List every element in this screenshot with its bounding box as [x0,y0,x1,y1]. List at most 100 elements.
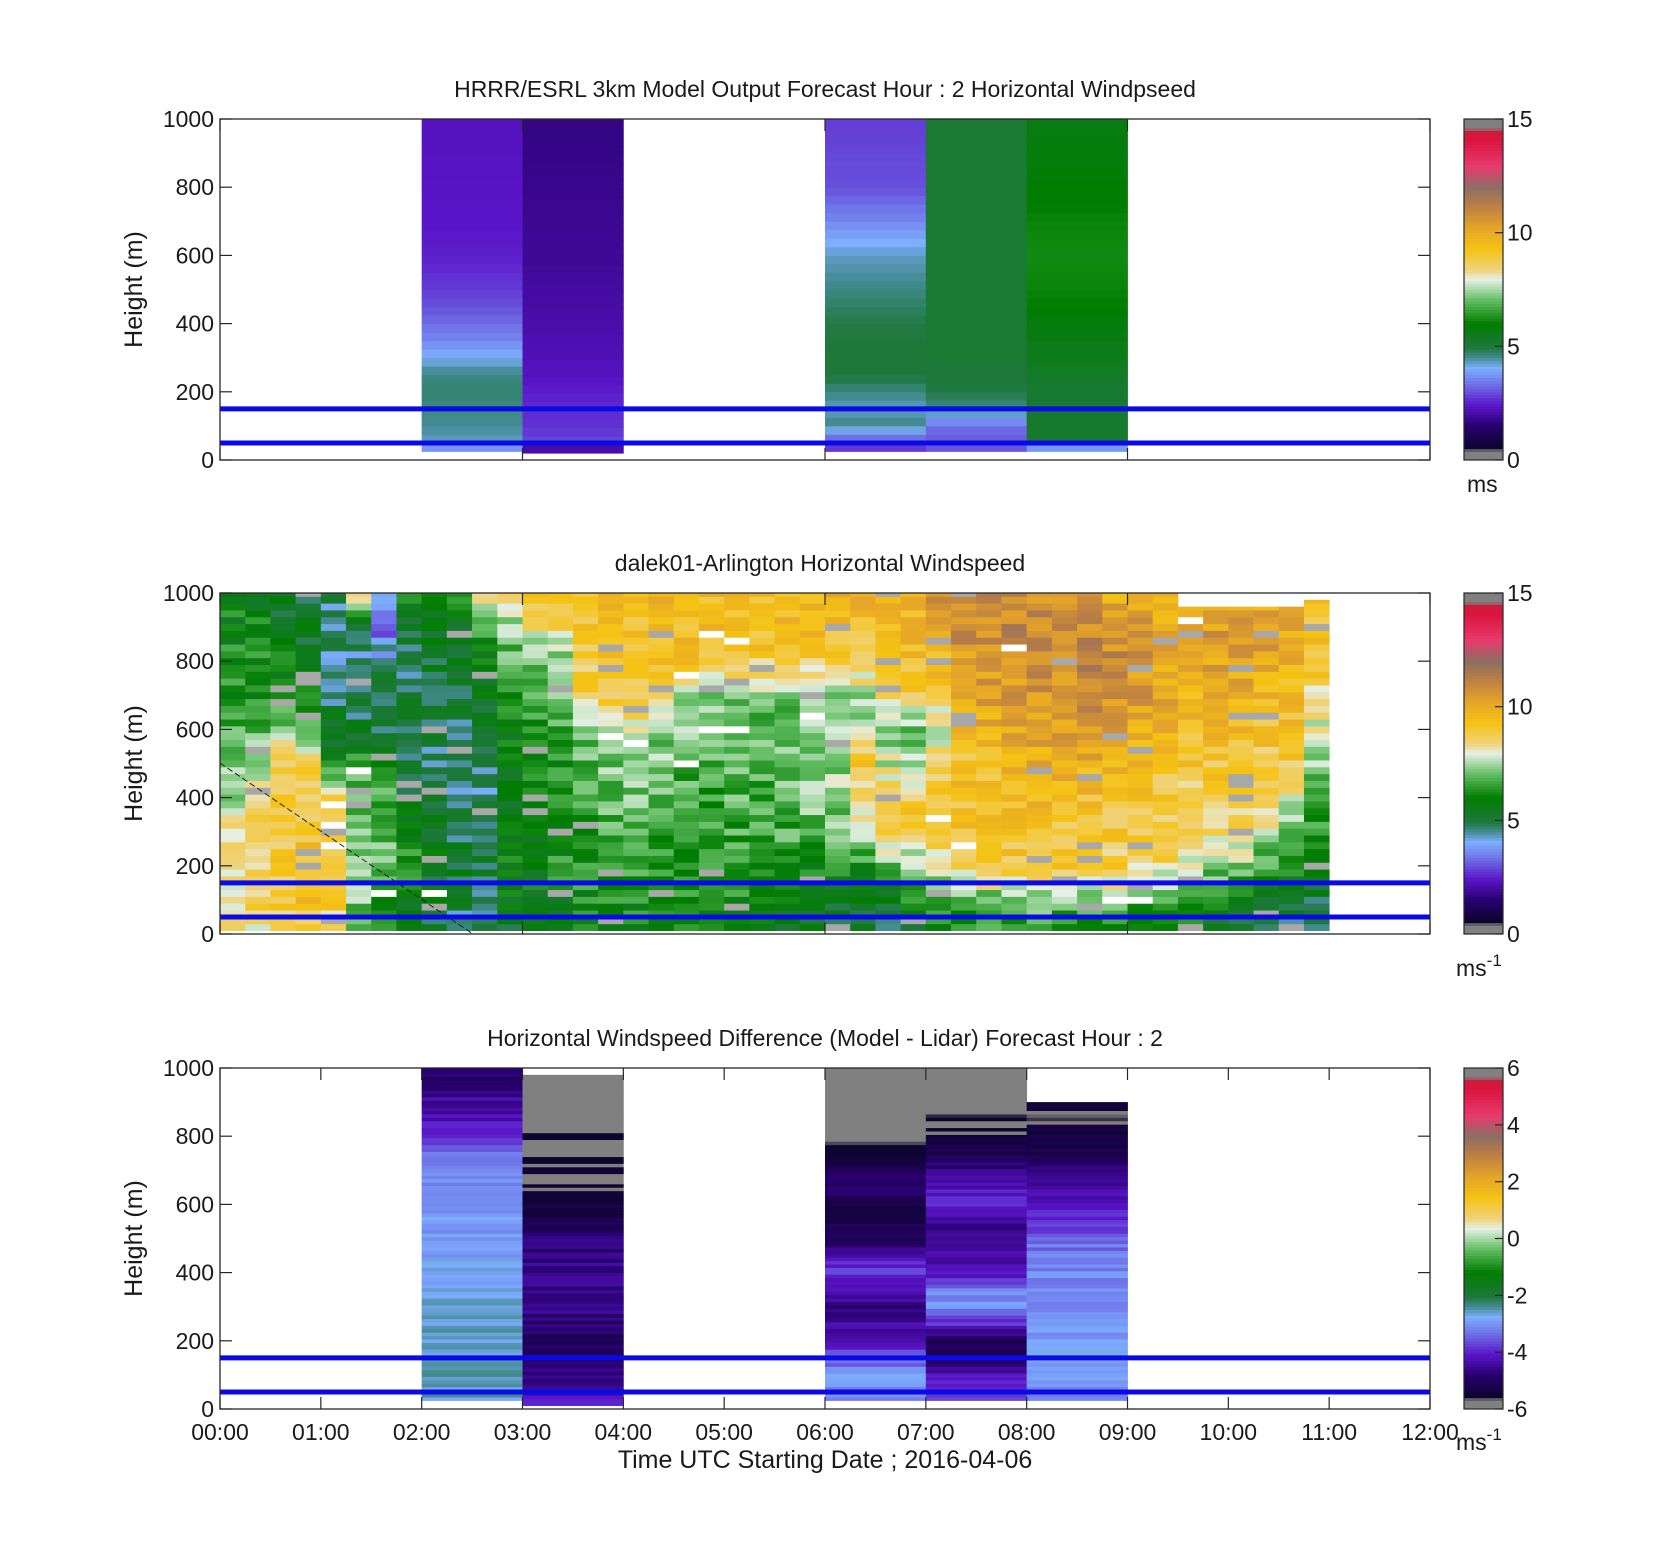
heatmap-cell [623,760,649,768]
heatmap-cell [1177,801,1204,809]
heatmap-cell [1203,855,1229,863]
colorbar-segment [1464,1087,1503,1092]
heatmap-cell [1026,1362,1128,1367]
heatmap-cell [320,910,347,918]
colorbar-tick-label: 4 [1507,1112,1520,1138]
colorbar-segment [1464,1210,1503,1214]
heatmap-cell [1102,698,1128,706]
heatmap-cell [497,794,523,802]
heatmap-cell [1253,916,1280,925]
heatmap-cell [497,821,523,829]
heatmap-cell [421,1182,523,1187]
heatmap-cell [850,807,876,816]
heatmap-cell [825,136,927,145]
heatmap-cell [220,835,246,843]
colorbar-segment [1464,610,1503,614]
heatmap-cell [925,272,1028,282]
heatmap-cell [825,910,851,918]
heatmap-cell [497,630,523,638]
heatmap-cell [673,698,700,706]
heatmap-cell [522,691,549,700]
heatmap-cell [320,828,347,836]
colorbar-segment [1464,244,1503,248]
heatmap-cell [1026,391,1128,401]
heatmap-cell [1051,835,1078,843]
heatmap-cell [472,685,498,693]
colorbar-segment [1464,1156,1503,1160]
colorbar-segment [1464,769,1503,773]
heatmap-cell [1051,637,1078,645]
heatmap-cell [1026,705,1053,713]
heatmap-cell [522,1170,624,1175]
heatmap-cell [522,1286,624,1291]
colorbar-segment [1464,857,1503,861]
heatmap-cell [925,794,952,802]
heatmap-cell [295,801,322,809]
heatmap-cell [1303,616,1330,625]
heatmap-cell [799,603,826,611]
heatmap-cell [925,801,952,809]
heatmap-cell [673,916,700,925]
heatmap-cell [270,923,297,931]
heatmap-cell [875,821,902,829]
heatmap-cell [925,1158,1028,1163]
heatmap-cell [925,1298,1028,1302]
heatmap-cell [522,698,549,706]
colorbar-segment [1464,1377,1503,1382]
heatmap-cell [547,841,574,850]
heatmap-cell [220,739,246,747]
heatmap-cell [698,869,725,877]
heatmap-cell [799,889,826,897]
heatmap-cell [1026,657,1053,666]
heatmap-cell [1102,923,1128,931]
heatmap-cell [572,678,599,686]
heatmap-cell [522,603,549,611]
heatmap-cell [1051,773,1078,781]
heatmap-cell [698,630,725,638]
heatmap-cell [446,916,473,925]
heatmap-cell [472,821,498,829]
heatmap-cell [1203,896,1229,904]
heatmap-cell [572,876,599,884]
heatmap-cell [270,637,297,645]
heatmap-cell [472,705,498,713]
heatmap-cell [421,1233,523,1238]
heatmap-cell [1026,417,1128,427]
y-tick-label: 0 [201,1396,214,1422]
heatmap-cell [951,671,977,679]
colorbar-segment [1464,263,1503,268]
heatmap-cell [799,896,826,904]
heatmap-cell [825,1086,927,1091]
heatmap-cell [1001,739,1028,747]
heatmap-cell [522,427,624,437]
heatmap-cell [900,725,927,734]
heatmap-cell [825,144,927,154]
heatmap-cell [1026,794,1053,802]
heatmap-cell [1278,923,1305,931]
heatmap-cell [1303,630,1330,638]
heatmap-cell [1127,678,1154,686]
heatmap-cell [1051,732,1078,741]
heatmap-cell [522,1190,624,1195]
colorbar-segment [1464,150,1503,154]
heatmap-cell [1001,596,1028,604]
heatmap-cell [825,1253,927,1258]
heatmap-cell [1001,876,1028,884]
heatmap-cell [875,725,902,734]
heatmap-cell [925,916,952,925]
heatmap-cell [1253,876,1280,884]
heatmap-cell [976,725,1002,734]
colorbar-segment [1464,371,1503,376]
heatmap-cell [925,204,1028,214]
heatmap-cell [825,596,851,604]
heatmap-cell [320,821,347,829]
heatmap-cell [1026,212,1128,222]
x-tick-label: 04:00 [595,1419,653,1445]
colorbar-tick-label: 10 [1507,220,1533,246]
heatmap-cell [925,1175,1028,1180]
heatmap-cell [421,187,523,197]
heatmap-cell [522,855,549,863]
heatmap-cell [1026,719,1053,727]
heatmap-cell [623,773,649,781]
